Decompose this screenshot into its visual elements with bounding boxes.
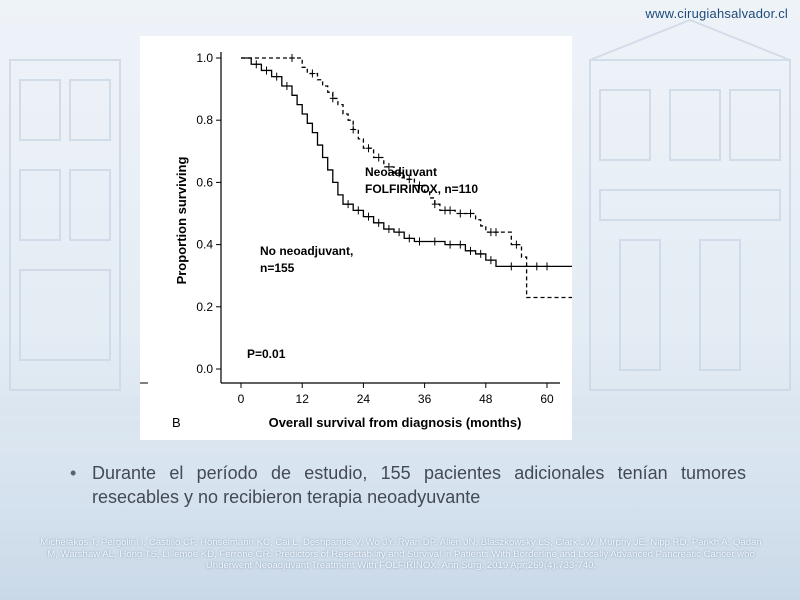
censor-mark xyxy=(416,181,423,190)
censor-mark xyxy=(406,175,413,184)
censor-mark xyxy=(487,228,494,237)
censor-mark xyxy=(467,246,474,255)
p-value-label: P=0.01 xyxy=(247,347,286,361)
series-label: FOLFIRINOX, n=110 xyxy=(365,182,478,196)
censor-mark xyxy=(416,237,423,246)
censor-mark xyxy=(457,240,464,249)
y-tick-label: 0.0 xyxy=(196,362,213,376)
axes xyxy=(140,52,560,384)
censor-mark xyxy=(375,218,382,227)
x-tick-label: 60 xyxy=(540,392,554,406)
censor-mark xyxy=(431,200,438,209)
censor-mark xyxy=(431,237,438,246)
censor-mark xyxy=(513,240,520,249)
site-url[interactable]: www.cirugiahsalvador.cl xyxy=(645,6,788,21)
censor-mark xyxy=(457,209,464,218)
x-ticks: 01224364860728496 xyxy=(238,383,554,406)
censor-mark xyxy=(487,256,494,265)
bullet-point: • Durante el período de estudio, 155 pac… xyxy=(70,461,746,509)
censor-mark xyxy=(477,249,484,258)
censor-mark xyxy=(467,209,474,218)
censor-mark xyxy=(447,240,454,249)
censor-mark xyxy=(283,81,290,90)
censor-mark xyxy=(442,206,448,215)
y-tick-label: 0.4 xyxy=(196,238,213,252)
censor-mark xyxy=(508,262,515,271)
x-tick-label: 48 xyxy=(479,392,493,406)
y-tick-label: 1.0 xyxy=(196,51,213,65)
censor-mark xyxy=(406,234,413,243)
censor-mark xyxy=(365,144,372,153)
censor-mark xyxy=(289,54,295,62)
y-tick-label: 0.2 xyxy=(196,300,213,314)
x-tick-label: 12 xyxy=(296,392,310,406)
censor-mark xyxy=(365,212,372,221)
x-tick-label: 0 xyxy=(238,392,245,406)
series-label: Neoadjuvant xyxy=(365,165,437,179)
censor-mark xyxy=(329,94,336,103)
x-tick-label: 24 xyxy=(357,392,371,406)
neoadjuvant-survival-curve xyxy=(241,57,572,299)
censor-mark xyxy=(493,228,499,237)
no-neoadjuvant-survival-curve xyxy=(241,57,572,268)
bullet-dot-icon: • xyxy=(70,463,77,483)
censor-mark xyxy=(355,206,362,215)
x-axis-label: Overall survival from diagnosis (months) xyxy=(269,415,522,430)
y-axis-label: Proportion surviving xyxy=(174,157,189,285)
reference-citation: Michelakos T, Pergolini I, Castillo CF, … xyxy=(40,537,762,571)
censor-mark xyxy=(273,72,280,81)
censor-mark xyxy=(544,262,550,271)
y-tick-label: 0.8 xyxy=(196,113,213,127)
censor-mark xyxy=(396,169,403,178)
series-labels: Neoadjuvant FOLFIRINOX, n=110 No neoadjuva… xyxy=(260,165,478,275)
y-ticks: 0.0 0.2 0.4 0.6 0.8 1.0 xyxy=(196,51,221,376)
censor-mark xyxy=(533,262,540,271)
censor-mark xyxy=(263,66,270,75)
censor-mark xyxy=(375,153,382,162)
survival-chart-panel: 0.00.20.40.60.81.0 01224364860728496 Pro… xyxy=(140,36,572,440)
x-tick-label: 36 xyxy=(418,392,432,406)
panel-label: B xyxy=(172,415,181,430)
series-label: n=155 xyxy=(260,261,295,275)
censor-mark xyxy=(253,60,260,69)
censor-mark xyxy=(345,200,352,209)
series xyxy=(241,54,572,299)
censor-mark xyxy=(309,69,316,78)
kaplan-meier-chart: 0.00.20.40.60.81.0 01224364860728496 Pro… xyxy=(140,51,572,430)
bullet-text: Durante el período de estudio, 155 pacie… xyxy=(92,463,746,507)
censor-mark xyxy=(396,228,403,237)
series-label: No neoadjuvant, xyxy=(260,244,353,258)
censor-mark xyxy=(447,206,454,215)
censor-mark xyxy=(385,162,392,171)
y-tick-label: 0.6 xyxy=(196,175,213,189)
censor-mark xyxy=(350,125,357,134)
censor-mark xyxy=(385,225,392,234)
